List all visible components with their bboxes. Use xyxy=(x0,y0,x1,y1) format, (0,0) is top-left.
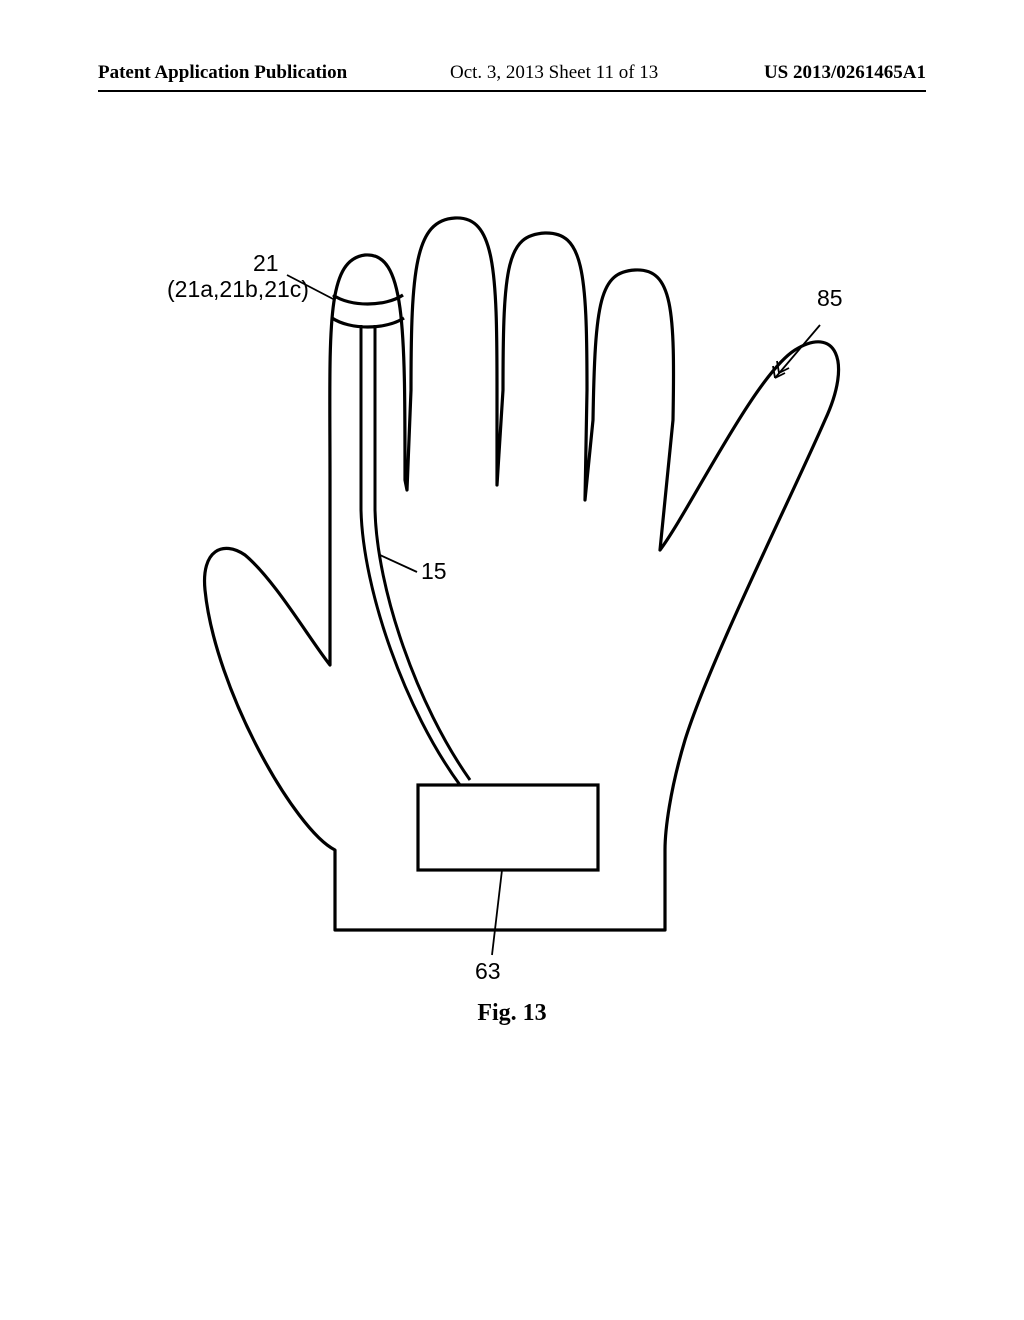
glove-outline xyxy=(205,218,839,930)
label-85: 85 xyxy=(817,285,843,312)
label-63: 63 xyxy=(475,958,501,985)
header-left: Patent Application Publication xyxy=(98,62,347,84)
leader-85 xyxy=(775,325,820,378)
header-center: Oct. 3, 2013 Sheet 11 of 13 xyxy=(450,62,658,84)
page-header: Patent Application Publication Oct. 3, 2… xyxy=(0,62,1024,92)
sensor-band-21 xyxy=(333,295,403,304)
figure-caption: Fig. 13 xyxy=(0,1000,1024,1027)
glove-diagram xyxy=(155,210,845,1000)
leader-15 xyxy=(380,555,417,572)
label-21sub: (21a,21b,21c) xyxy=(167,276,309,303)
sensor-band-21-lower xyxy=(332,318,404,327)
figure-13: 21 (21a,21b,21c) 85 15 63 xyxy=(155,210,845,1000)
header-right: US 2013/0261465A1 xyxy=(764,62,926,84)
label-15: 15 xyxy=(421,558,447,585)
module-63 xyxy=(418,785,598,870)
header-rule xyxy=(98,90,926,92)
cable-15-right xyxy=(375,325,470,780)
label-21: 21 xyxy=(253,250,279,277)
leader-63 xyxy=(492,870,502,955)
